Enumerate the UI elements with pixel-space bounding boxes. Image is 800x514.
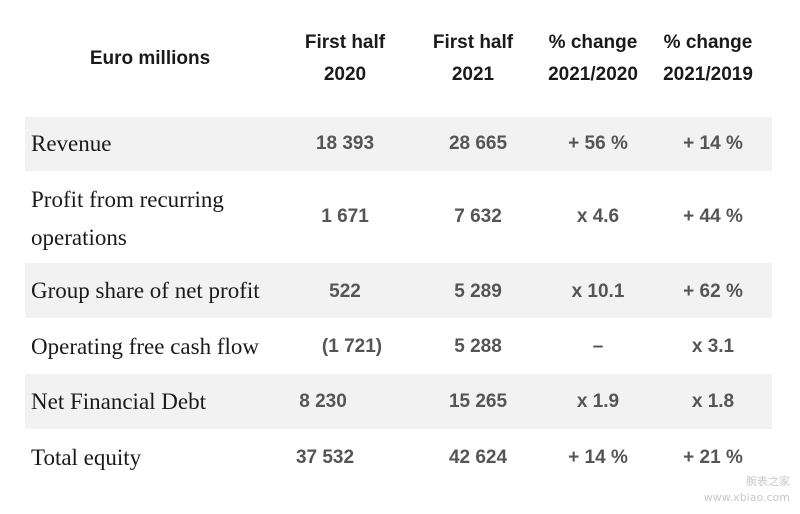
value-change-2021-2020: – <box>592 336 604 357</box>
value-first-half-2021: 15 265 <box>448 391 508 412</box>
header-col4-line2: 2021/2019 <box>663 64 753 85</box>
table-row-total-equity: Total equity 37 532 42 624 + 14 % + 21 % <box>25 429 772 489</box>
header-col2-line1: First half <box>432 32 514 53</box>
value-first-half-2021: 42 624 <box>448 447 508 468</box>
value-change-2021-2019: + 44 % <box>683 206 743 227</box>
value-change-2021-2019: + 14 % <box>683 133 743 154</box>
header-col4-line1: % change <box>663 32 753 53</box>
value-change-2021-2020: + 14 % <box>568 447 628 468</box>
value-first-half-2021: 5 288 <box>454 336 502 357</box>
row-label: Operating free cash flow <box>31 334 259 359</box>
value-change-2021-2020: + 56 % <box>568 133 628 154</box>
header-label: Euro millions <box>70 43 230 75</box>
value-first-half-2021: 5 289 <box>454 281 502 302</box>
row-label: Revenue <box>31 131 112 156</box>
watermark-line2: www.xbiao.com <box>703 491 790 504</box>
row-label: Group share of net profit <box>31 278 260 303</box>
header-change-2021-2019: % change 2021/2019 <box>648 27 768 91</box>
table-row-profit-recurring: Profit from recurring operations 1 671 7… <box>25 171 772 263</box>
row-label-line1: Profit from recurring <box>31 187 224 212</box>
value-change-2021-2019: + 62 % <box>683 281 743 302</box>
value-first-half-2020: 522 <box>329 281 361 302</box>
row-label: Net Financial Debt <box>31 389 207 414</box>
table-row-net-financial-debt: Net Financial Debt 8 230 15 265 x 1.9 x … <box>25 374 772 429</box>
value-change-2021-2020: x 1.9 <box>576 391 620 412</box>
header-first-half-2020: First half 2020 <box>285 27 405 91</box>
value-first-half-2020: 37 532 <box>295 447 355 468</box>
watermark-line1: 腕表之家 <box>746 475 790 488</box>
row-label-line2: operations <box>31 225 127 250</box>
value-first-half-2020: 8 230 <box>299 391 347 412</box>
value-change-2021-2019: x 1.8 <box>691 391 735 412</box>
header-label-text: Euro millions <box>89 48 211 69</box>
table-row-operating-fcf: Operating free cash flow (1 721) 5 288 –… <box>25 318 772 374</box>
watermark: 腕表之家 www.xbiao.com <box>704 474 790 506</box>
header-first-half-2021: First half 2021 <box>413 27 533 91</box>
row-label: Total equity <box>31 445 142 470</box>
value-change-2021-2019: + 21 % <box>683 447 743 468</box>
table-row-revenue: Revenue 18 393 28 665 + 56 % + 14 % <box>25 117 772 171</box>
value-first-half-2020: 1 671 <box>321 206 369 227</box>
header-col1-line2: 2020 <box>323 64 367 85</box>
header-change-2021-2020: % change 2021/2020 <box>533 27 653 91</box>
value-first-half-2020: 18 393 <box>315 133 375 154</box>
header-col3-line1: % change <box>548 32 638 53</box>
value-first-half-2021: 7 632 <box>454 206 502 227</box>
header-col1-line1: First half <box>304 32 386 53</box>
value-first-half-2020: (1 721) <box>321 336 383 357</box>
value-first-half-2021: 28 665 <box>448 133 508 154</box>
value-change-2021-2020: x 10.1 <box>571 281 625 302</box>
table-row-group-net-profit: Group share of net profit 522 5 289 x 10… <box>25 263 772 318</box>
value-change-2021-2019: x 3.1 <box>691 336 735 357</box>
header-col3-line2: 2021/2020 <box>548 64 638 85</box>
header-col2-line2: 2021 <box>451 64 495 85</box>
value-change-2021-2020: x 4.6 <box>576 206 620 227</box>
